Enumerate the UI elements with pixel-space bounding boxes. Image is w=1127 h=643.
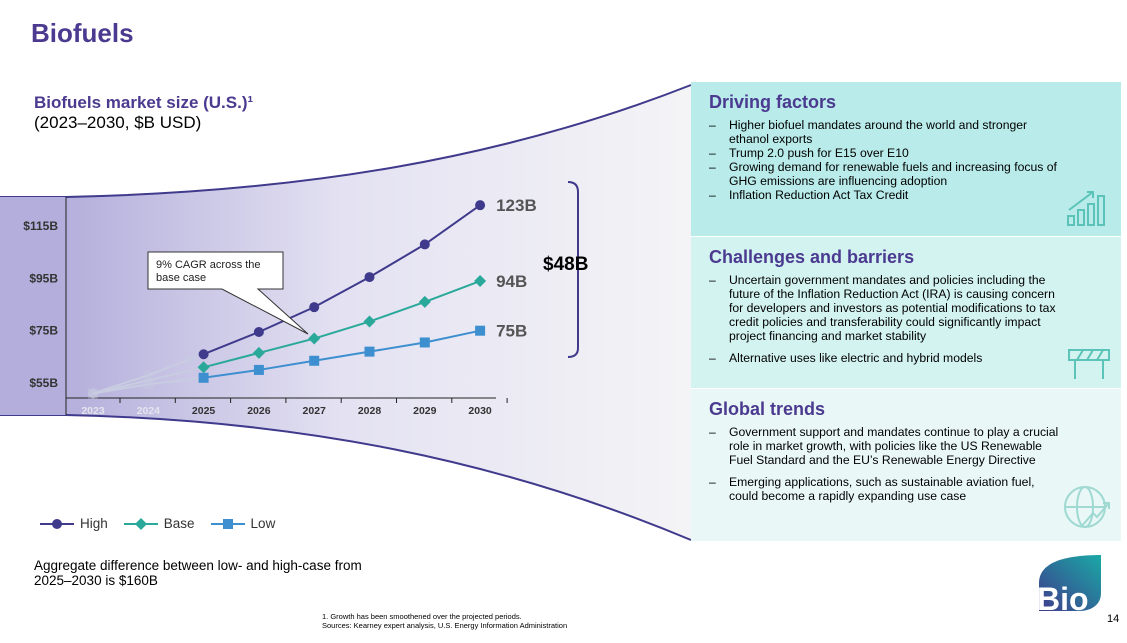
panel-list: Higher biofuel mandates around the world… bbox=[709, 118, 1064, 202]
data-point-low bbox=[309, 355, 320, 366]
legend-item-high: High bbox=[40, 516, 108, 531]
data-point-high bbox=[309, 302, 320, 313]
data-point-base bbox=[308, 332, 321, 345]
legend-label: Low bbox=[250, 516, 276, 531]
sources: Sources: Kearney expert analysis, U.S. E… bbox=[322, 621, 568, 630]
data-point-base bbox=[418, 295, 431, 308]
data-point-low bbox=[419, 337, 430, 348]
y-tick-label: $55B bbox=[29, 376, 58, 390]
legend-item-low: Low bbox=[210, 516, 276, 531]
list-item: Government support and mandates continue… bbox=[709, 425, 1064, 467]
page-number: 14 bbox=[1107, 613, 1120, 625]
list-item: Alternative uses like electric and hybri… bbox=[709, 351, 1064, 365]
data-point-low bbox=[253, 364, 264, 375]
panel-challenges: Challenges and barriers Uncertain govern… bbox=[691, 237, 1121, 388]
series-line-base bbox=[203, 280, 481, 369]
end-label-base: 94B bbox=[496, 272, 527, 291]
x-tick-label: 2028 bbox=[358, 405, 382, 417]
panel-title: Global trends bbox=[709, 399, 826, 419]
legend-label: Base bbox=[163, 516, 195, 531]
legend-symbol bbox=[52, 518, 62, 529]
legend-marker-low bbox=[210, 518, 245, 529]
legend-symbol bbox=[134, 517, 147, 530]
panel-global-trends: Global trends Government support and man… bbox=[691, 389, 1121, 541]
chart-title: Biofuels market size (U.S.)¹ bbox=[34, 93, 254, 112]
x-tick-label: 2024 bbox=[137, 405, 161, 417]
data-point-base bbox=[252, 346, 265, 359]
aggregate-note: Aggregate difference between low- and hi… bbox=[34, 558, 362, 588]
chart-subtitle: (2023–2030, $B USD) bbox=[34, 113, 202, 132]
footnote: 1. Growth has been smoothened over the p… bbox=[322, 612, 522, 621]
list-item: Uncertain government mandates and polici… bbox=[709, 273, 1064, 343]
x-tick-label: 2026 bbox=[247, 405, 271, 417]
data-point-base bbox=[197, 361, 210, 374]
x-tick-label: 2025 bbox=[192, 405, 216, 417]
legend-marker-base bbox=[123, 517, 158, 530]
road-barrier-icon bbox=[1068, 349, 1110, 379]
end-label-low: 75B bbox=[496, 322, 527, 341]
panel-driving-factors: Driving factors Higher biofuel mandates … bbox=[691, 82, 1121, 236]
data-point-low bbox=[198, 372, 209, 383]
bio-logo: Bio bbox=[1037, 555, 1101, 613]
bar-chart-growth-icon bbox=[1067, 191, 1105, 226]
data-point-low bbox=[88, 388, 98, 399]
legend-symbol bbox=[222, 518, 233, 529]
legend-label: High bbox=[80, 516, 108, 531]
x-tick-label: 2027 bbox=[303, 405, 327, 417]
data-point-high bbox=[419, 239, 430, 250]
data-point-low bbox=[475, 325, 486, 336]
line-chart: $55B $75B $95B $115B 2023 2024 2025 2026 2027 202… bbox=[23, 181, 588, 417]
y-tick-label: $115B bbox=[23, 219, 58, 233]
data-point-high bbox=[198, 349, 209, 360]
list-item: Inflation Reduction Act Tax Credit bbox=[709, 188, 1064, 202]
panel-list: Government support and mandates continue… bbox=[709, 425, 1064, 503]
data-point-low bbox=[364, 346, 375, 357]
list-item: Trump 2.0 push for E15 over E10 bbox=[709, 146, 1064, 160]
svg-text:Bio: Bio bbox=[1037, 581, 1089, 613]
list-item: Higher biofuel mandates around the world… bbox=[709, 118, 1064, 146]
bracket-label: $48B bbox=[543, 254, 588, 275]
y-tick-label: $75B bbox=[29, 324, 58, 338]
list-item: Emerging applications, such as sustainab… bbox=[709, 475, 1064, 503]
legend: High Base Low bbox=[40, 516, 275, 531]
data-point-high bbox=[143, 370, 154, 381]
data-point-base bbox=[363, 315, 376, 328]
series-line-faded-base bbox=[92, 366, 204, 395]
panel-list: Uncertain government mandates and polici… bbox=[709, 273, 1064, 365]
data-point-high bbox=[253, 327, 264, 338]
data-point-high bbox=[364, 272, 375, 283]
callout-box bbox=[147, 251, 309, 335]
x-tick-label: 2023 bbox=[81, 405, 105, 417]
legend-marker-high bbox=[40, 518, 74, 529]
x-tick-label: 2030 bbox=[468, 405, 492, 417]
end-label-high: 123B bbox=[496, 196, 537, 215]
bracket bbox=[567, 181, 579, 358]
globe-growth-icon bbox=[1064, 486, 1110, 528]
series-line-faded-low bbox=[92, 376, 204, 395]
panel-title: Driving factors bbox=[709, 92, 837, 112]
data-point-base bbox=[474, 275, 487, 288]
series-line-high bbox=[203, 204, 481, 356]
series-line-faded-high bbox=[92, 353, 204, 395]
y-tick-label: $95B bbox=[29, 271, 58, 285]
legend-item-base: Base bbox=[123, 516, 195, 531]
slide-title: Biofuels bbox=[31, 18, 134, 48]
x-tick-label: 2029 bbox=[413, 405, 437, 417]
data-point-low bbox=[143, 379, 154, 390]
data-point-high bbox=[475, 200, 486, 211]
callout-text: 9% CAGR across the base case bbox=[156, 259, 261, 284]
footnotes: 1. Growth has been smoothened over the p… bbox=[322, 612, 567, 630]
series-line-low bbox=[203, 329, 481, 379]
list-item: Growing demand for renewable fuels and i… bbox=[709, 160, 1064, 188]
panel-title: Challenges and barriers bbox=[709, 247, 915, 267]
